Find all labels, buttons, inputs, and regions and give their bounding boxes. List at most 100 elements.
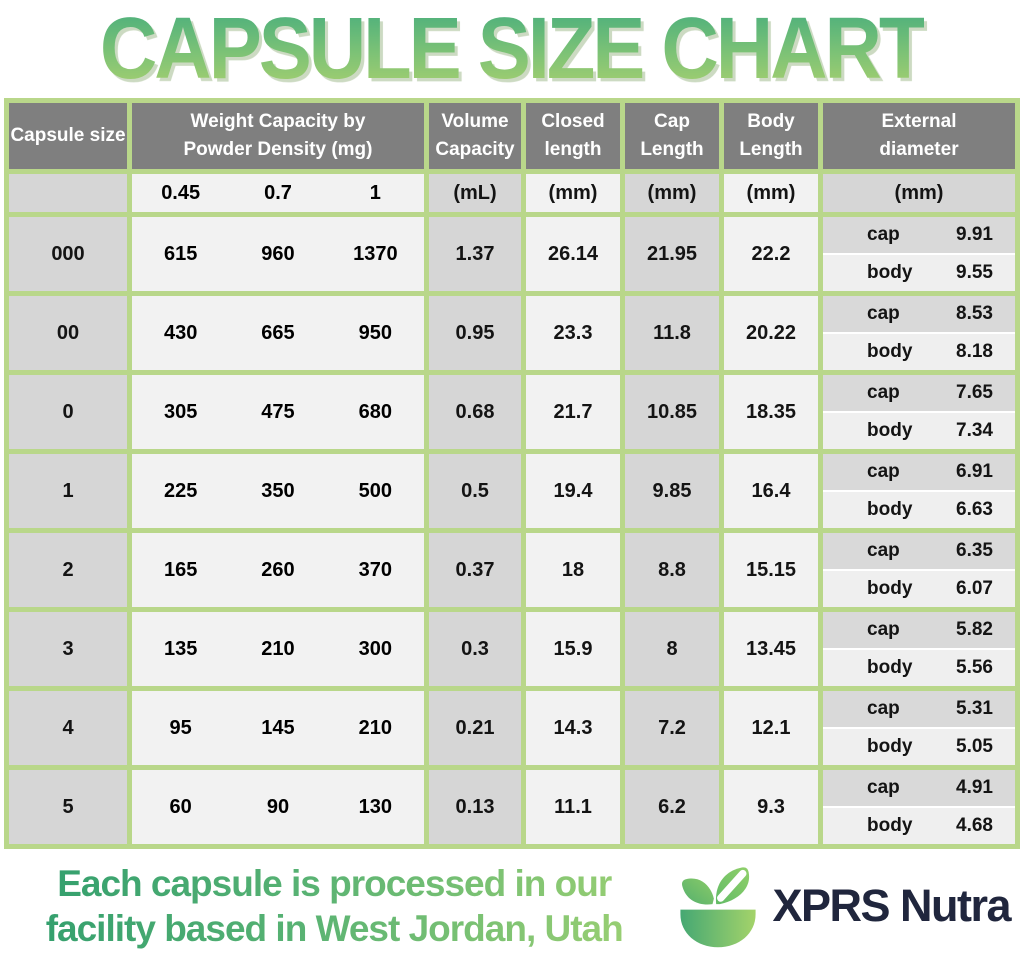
cap-length-cell: 8: [625, 612, 719, 686]
external-diameter-body-row: body 4.68: [823, 808, 1015, 844]
body-label: body: [867, 420, 913, 441]
closed-length-cell: 15.9: [526, 612, 620, 686]
col-header-body-length: Body Length: [724, 103, 818, 169]
subheader-body-unit: (mm): [724, 174, 818, 212]
weight-value: 350: [261, 479, 295, 502]
closed-length-cell: 11.1: [526, 770, 620, 844]
external-diameter-cap-row: cap 5.31: [823, 691, 1015, 729]
col-header-label: diameter: [879, 139, 959, 160]
weight-value: 210: [261, 637, 295, 660]
col-header-label: External: [881, 111, 957, 133]
body-label: body: [867, 578, 913, 599]
body-diameter-value: 4.68: [956, 815, 993, 836]
external-diameter-body-row: body 5.56: [823, 650, 1015, 686]
col-header-label: Weight Capacity by: [190, 111, 366, 133]
col-header-capsule-size: Capsule size: [9, 103, 127, 169]
body-diameter-value: 6.07: [956, 578, 993, 599]
weight-value: 615: [163, 242, 198, 265]
body-length-cell: 12.1: [724, 691, 818, 765]
external-diameter-body-row: body 6.63: [823, 492, 1015, 528]
cap-label: cap: [867, 619, 900, 640]
weight-value: 225: [163, 479, 198, 502]
body-length-cell: 16.4: [724, 454, 818, 528]
body-length-cell: 13.45: [724, 612, 818, 686]
col-header-label: Cap: [654, 111, 690, 133]
body-label: body: [867, 736, 913, 757]
col-header-closed-length: Closed length: [526, 103, 620, 169]
external-diameter-body-row: body 6.07: [823, 571, 1015, 607]
col-header-label: Body: [747, 111, 795, 133]
external-diameter-cell: cap 5.82 body 5.56: [823, 612, 1015, 686]
cap-diameter-value: 6.91: [956, 461, 993, 482]
volume-capacity-cell: 0.13: [429, 770, 521, 844]
page-footer: Each capsule is processed in our facilit…: [0, 861, 1024, 951]
col-header-cap-length: Cap Length: [625, 103, 719, 169]
external-diameter-cap-row: cap 7.65: [823, 375, 1015, 413]
body-label: body: [867, 262, 913, 283]
external-diameter-cell: cap 7.65 body 7.34: [823, 375, 1015, 449]
weight-capacity-cell: 615 960 1370: [132, 217, 424, 291]
closed-length-cell: 19.4: [526, 454, 620, 528]
volume-capacity-cell: 0.68: [429, 375, 521, 449]
cap-length-cell: 10.85: [625, 375, 719, 449]
density-value: 0.7: [264, 181, 292, 204]
cap-diameter-value: 6.35: [956, 540, 993, 561]
subheader-cap-unit: (mm): [625, 174, 719, 212]
external-diameter-cap-row: cap 4.91: [823, 770, 1015, 808]
external-diameter-cell: cap 9.91 body 9.55: [823, 217, 1015, 291]
external-diameter-cap-row: cap 6.91: [823, 454, 1015, 492]
col-header-weight-capacity: Weight Capacity by Powder Density (mg): [132, 103, 424, 169]
density-value: 0.45: [161, 181, 201, 204]
weight-value: 300: [358, 637, 393, 660]
col-header-label: Length: [739, 139, 803, 160]
page-header: CAPSULE SIZE CHART: [0, 0, 1024, 96]
weight-value: 130: [358, 795, 393, 818]
body-label: body: [867, 341, 913, 362]
body-diameter-value: 6.63: [956, 499, 993, 520]
weight-value: 960: [261, 242, 295, 265]
body-length-cell: 15.15: [724, 533, 818, 607]
cap-label: cap: [867, 461, 900, 482]
closed-length-cell: 18: [526, 533, 620, 607]
volume-capacity-cell: 0.3: [429, 612, 521, 686]
weight-value: 165: [163, 558, 198, 581]
closed-length-cell: 26.14: [526, 217, 620, 291]
volume-capacity-cell: 0.5: [429, 454, 521, 528]
footer-tagline-line2: facility based in West Jordan, Utah: [45, 908, 623, 950]
col-header-label: Length: [640, 139, 704, 160]
body-label: body: [867, 815, 913, 836]
capsule-size-table: Capsule size Weight Capacity by Powder D…: [4, 98, 1020, 849]
cap-label: cap: [867, 303, 900, 324]
external-diameter-cell: cap 4.91 body 4.68: [823, 770, 1015, 844]
external-diameter-body-row: body 7.34: [823, 413, 1015, 449]
col-header-label: Powder Density (mg): [183, 139, 373, 160]
volume-capacity-cell: 0.37: [429, 533, 521, 607]
weight-value: 95: [169, 716, 192, 739]
cap-diameter-value: 7.65: [956, 382, 993, 403]
weight-value: 370: [358, 558, 393, 581]
cap-length-cell: 8.8: [625, 533, 719, 607]
body-diameter-value: 9.55: [956, 262, 993, 283]
cap-length-cell: 6.2: [625, 770, 719, 844]
body-diameter-value: 8.18: [956, 341, 993, 362]
external-diameter-cell: cap 5.31 body 5.05: [823, 691, 1015, 765]
density-value: 1: [369, 181, 381, 204]
closed-length-cell: 23.3: [526, 296, 620, 370]
col-header-label: length: [544, 139, 602, 160]
col-header-label: Capacity: [435, 139, 515, 160]
volume-capacity-cell: 0.21: [429, 691, 521, 765]
external-diameter-cell: cap 6.35 body 6.07: [823, 533, 1015, 607]
col-header-label: Capsule size: [10, 125, 126, 147]
weight-capacity-cell: 430 665 950: [132, 296, 424, 370]
footer-tagline-line1: Each capsule is processed in our: [57, 863, 612, 904]
external-diameter-cell: cap 8.53 body 8.18: [823, 296, 1015, 370]
body-diameter-value: 5.05: [956, 736, 993, 757]
subheader-closed-unit: (mm): [526, 174, 620, 212]
weight-capacity-cell: 165 260 370: [132, 533, 424, 607]
cap-label: cap: [867, 540, 900, 561]
weight-value: 500: [358, 479, 393, 502]
col-header-volume-capacity: Volume Capacity: [429, 103, 521, 169]
external-diameter-cap-row: cap 9.91: [823, 217, 1015, 255]
body-length-cell: 18.35: [724, 375, 818, 449]
subheader-volume-unit: (mL): [429, 174, 521, 212]
